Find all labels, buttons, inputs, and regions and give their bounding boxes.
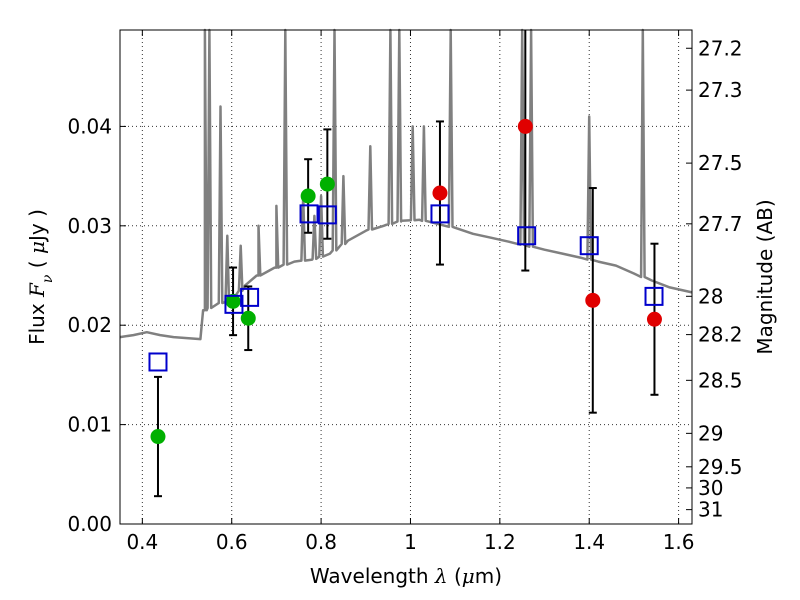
model-photometry-square — [579, 236, 599, 256]
model-photometry-square — [430, 204, 450, 224]
y2-tick-label: 27.3 — [698, 78, 743, 102]
plot-frame — [119, 29, 693, 525]
y-tick-label: 0.02 — [67, 313, 112, 337]
x-tick-label: 1 — [404, 530, 417, 554]
y2-tick-label: 29 — [698, 421, 723, 445]
y-axis-subscript: ν — [40, 274, 56, 283]
y2-tick-label: 28.5 — [698, 368, 743, 392]
green-data-point — [300, 188, 316, 204]
green-data-point — [150, 429, 166, 445]
x-tick-label: 1.4 — [573, 530, 605, 554]
y-tick-label: 0.00 — [67, 512, 112, 536]
x-tick-label: 0.4 — [126, 530, 158, 554]
y-tick-label: 0.01 — [67, 413, 112, 437]
x-axis-title: Wavelength λ (μm) — [310, 564, 502, 588]
model-photometry-square — [317, 205, 337, 225]
x-axis-mu: μ — [462, 564, 475, 588]
x-tick-label: 0.8 — [305, 530, 337, 554]
y2-tick-label: 27.2 — [698, 36, 743, 60]
model-photometry-square — [644, 286, 664, 306]
y-tick-label: 0.04 — [67, 114, 112, 138]
model-photometry-square — [517, 226, 537, 246]
y2-tick-label: 30 — [698, 476, 723, 500]
x-axis-unit: m) — [475, 564, 502, 588]
y-axis-symbol: F — [25, 282, 49, 298]
red-data-point — [432, 185, 448, 201]
green-data-point — [225, 293, 241, 309]
x-tick-label: 1.6 — [663, 530, 695, 554]
y2-tick-label: 28 — [698, 284, 723, 308]
green-data-point — [319, 176, 335, 192]
y-axis-title: Flux Fν ( μJy ) — [25, 209, 56, 345]
red-data-point — [517, 118, 533, 134]
red-data-point — [585, 292, 601, 308]
x-tick-label: 1.2 — [484, 530, 516, 554]
x-axis-title-suffix: ( — [448, 564, 462, 588]
model-photometry-square — [224, 294, 244, 314]
y2-tick-label: 27.7 — [698, 212, 743, 236]
y-axis-title-prefix: Flux — [25, 297, 49, 345]
y2-tick-label: 31 — [698, 498, 723, 522]
error-bars — [153, 30, 659, 498]
y-axis-title-suffix: ( — [25, 254, 49, 275]
y-tick-label: 0.03 — [67, 214, 112, 238]
model-spectrum-line — [119, 28, 693, 341]
model-photometry-square — [299, 204, 319, 224]
y2-axis-title: Magnitude (AB) — [753, 199, 777, 354]
x-axis-symbol: λ — [434, 564, 448, 588]
data-markers — [148, 118, 664, 445]
y-axis-unit: Jy ) — [25, 209, 49, 243]
model-photometry-square — [148, 352, 168, 372]
y2-tick-label: 29.5 — [698, 455, 743, 479]
y2-tick-label: 27.5 — [698, 151, 743, 175]
model-spectrum — [119, 28, 693, 341]
green-data-point — [240, 310, 256, 326]
x-tick-label: 0.6 — [216, 530, 248, 554]
red-data-point — [646, 311, 662, 327]
model-photometry-square — [240, 287, 260, 307]
y2-tick-label: 28.2 — [698, 323, 743, 347]
axis-ticks: 0.4 0.6 0.8 1 1.2 1.4 1.6 0.00 0.01 0.02 0.03 0.04 2… — [67, 30, 743, 554]
y-axis-mu: μ — [25, 241, 49, 254]
x-axis-title-prefix: Wavelength — [310, 564, 435, 588]
